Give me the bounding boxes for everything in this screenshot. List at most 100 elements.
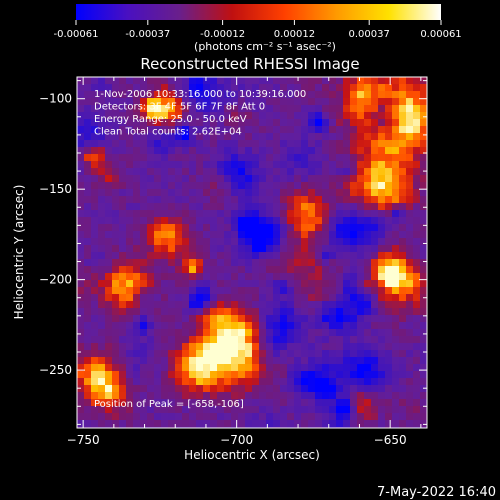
heatmap-cell	[280, 420, 287, 427]
heatmap-cell	[112, 126, 119, 133]
heatmap-cell	[161, 91, 168, 98]
heatmap-cell	[280, 406, 287, 413]
heatmap-cell	[154, 154, 161, 161]
heatmap-cell	[203, 336, 210, 343]
heatmap-cell	[336, 182, 343, 189]
heatmap-cell	[210, 420, 217, 427]
heatmap-cell	[238, 378, 245, 385]
heatmap-cell	[406, 238, 413, 245]
heatmap-cell	[140, 273, 147, 280]
heatmap-cell	[238, 301, 245, 308]
heatmap-cell	[217, 420, 224, 427]
heatmap-cell	[322, 378, 329, 385]
heatmap-cell	[133, 322, 140, 329]
heatmap-cell	[182, 280, 189, 287]
heatmap-cell	[91, 357, 98, 364]
heatmap-cell	[154, 203, 161, 210]
heatmap-cell	[364, 147, 371, 154]
heatmap-cell	[301, 224, 308, 231]
heatmap-cell	[119, 98, 126, 105]
heatmap-cell	[231, 203, 238, 210]
heatmap-cell	[112, 266, 119, 273]
heatmap-cell	[98, 161, 105, 168]
heatmap-cell	[385, 224, 392, 231]
heatmap-cell	[91, 252, 98, 259]
heatmap-cell	[259, 98, 266, 105]
heatmap-cell	[343, 217, 350, 224]
heatmap-cell	[217, 84, 224, 91]
heatmap-cell	[196, 308, 203, 315]
heatmap-cell	[399, 294, 406, 301]
heatmap-cell	[385, 266, 392, 273]
heatmap-cell	[273, 224, 280, 231]
heatmap-cell	[161, 287, 168, 294]
heatmap-cell	[385, 273, 392, 280]
heatmap-cell	[105, 245, 112, 252]
heatmap-cell	[238, 329, 245, 336]
heatmap-cell	[399, 399, 406, 406]
heatmap-cell	[196, 322, 203, 329]
heatmap-cell	[343, 273, 350, 280]
heatmap-cell	[119, 371, 126, 378]
heatmap-cell	[287, 77, 294, 84]
heatmap-cell	[84, 301, 91, 308]
heatmap-cell	[413, 231, 420, 238]
heatmap-cell	[280, 280, 287, 287]
heatmap-cell	[91, 371, 98, 378]
heatmap-cell	[175, 329, 182, 336]
heatmap-cell	[259, 84, 266, 91]
heatmap-cell	[196, 420, 203, 427]
heatmap-cell	[119, 252, 126, 259]
heatmap-cell	[133, 84, 140, 91]
heatmap-cell	[280, 189, 287, 196]
heatmap-cell	[77, 105, 84, 112]
heatmap-cell	[91, 126, 98, 133]
heatmap-cell	[140, 147, 147, 154]
heatmap-cell	[133, 266, 140, 273]
heatmap-cell	[91, 406, 98, 413]
heatmap-cell	[399, 245, 406, 252]
heatmap-cell	[301, 357, 308, 364]
heatmap-cell	[273, 371, 280, 378]
heatmap-cell	[182, 77, 189, 84]
heatmap-cell	[392, 420, 399, 427]
heatmap-cell	[315, 364, 322, 371]
heatmap-cell	[252, 217, 259, 224]
heatmap-cell	[392, 378, 399, 385]
heatmap-cell	[301, 399, 308, 406]
heatmap-cell	[77, 350, 84, 357]
heatmap-cell	[315, 259, 322, 266]
heatmap-cell	[217, 287, 224, 294]
heatmap-cell	[378, 280, 385, 287]
heatmap-cell	[420, 266, 427, 273]
heatmap-cell	[392, 252, 399, 259]
heatmap-cell	[350, 203, 357, 210]
heatmap-cell	[364, 126, 371, 133]
heatmap-cell	[105, 203, 112, 210]
heatmap-cell	[364, 350, 371, 357]
heatmap-cell	[252, 308, 259, 315]
heatmap-cell	[371, 231, 378, 238]
heatmap-cell	[406, 266, 413, 273]
heatmap-cell	[217, 154, 224, 161]
heatmap-cell	[112, 210, 119, 217]
heatmap-cell	[210, 98, 217, 105]
heatmap-cell	[98, 357, 105, 364]
heatmap-cell	[154, 420, 161, 427]
heatmap-cell	[105, 196, 112, 203]
heatmap-cell	[182, 420, 189, 427]
heatmap-cell	[364, 119, 371, 126]
heatmap-cell	[84, 406, 91, 413]
heatmap-cell	[98, 231, 105, 238]
heatmap-cell	[133, 133, 140, 140]
heatmap-cell	[294, 294, 301, 301]
heatmap-cell	[364, 112, 371, 119]
heatmap-cell	[77, 287, 84, 294]
heatmap-cell	[238, 413, 245, 420]
heatmap-cell	[392, 413, 399, 420]
heatmap-cell	[406, 273, 413, 280]
heatmap-cell	[392, 385, 399, 392]
heatmap-cell	[371, 238, 378, 245]
heatmap-cell	[357, 259, 364, 266]
colorbar-tick-label: 0.00037	[349, 29, 390, 40]
